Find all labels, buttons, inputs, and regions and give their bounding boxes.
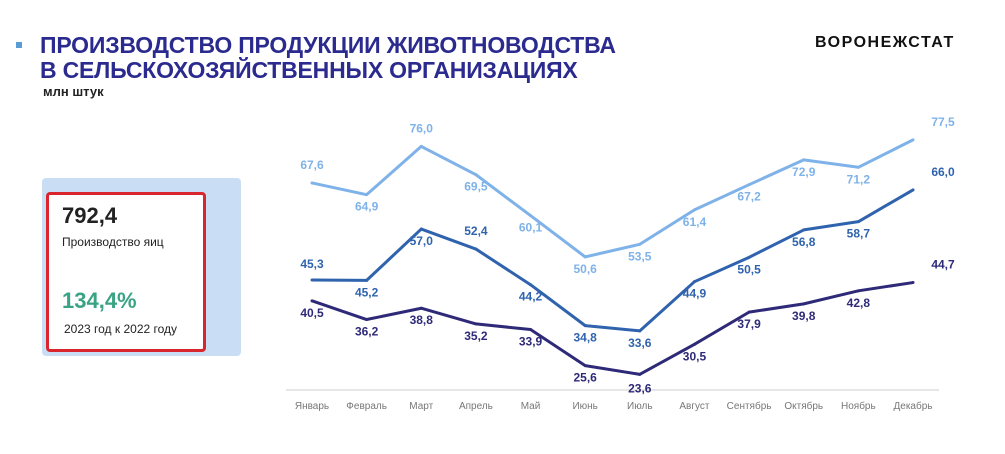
data-point	[638, 372, 642, 376]
data-point	[911, 188, 915, 192]
data-label: 69,5	[464, 180, 488, 194]
x-tick-label: Апрель	[459, 401, 493, 412]
data-label: 77,5	[931, 115, 955, 129]
data-label: 58,7	[847, 227, 871, 241]
data-label: 72,9	[792, 165, 816, 179]
data-label: 67,6	[300, 158, 324, 172]
data-label: 76,0	[410, 121, 434, 135]
data-point	[474, 322, 478, 326]
data-point	[856, 165, 860, 169]
title-bullet	[16, 42, 22, 48]
x-tick-label: Март	[409, 401, 433, 412]
data-point	[911, 138, 915, 142]
x-tick-label: Июль	[627, 401, 653, 412]
x-tick-label: Октябрь	[784, 400, 823, 412]
data-point	[747, 183, 751, 187]
series-line-1	[311, 138, 914, 259]
data-label: 56,8	[792, 235, 816, 249]
data-point	[583, 364, 587, 368]
data-point	[692, 280, 696, 284]
title-line-2: В СЕЛЬСКОХОЗЯЙСТВЕННЫХ ОРГАНИЗАЦИЯХ	[40, 57, 578, 83]
data-label: 44,7	[931, 258, 955, 272]
data-label: 67,2	[737, 190, 761, 204]
series-line-3	[311, 281, 914, 376]
data-label: 37,9	[737, 317, 761, 331]
data-label: 36,2	[355, 325, 379, 339]
data-label: 61,4	[683, 215, 707, 229]
data-point	[856, 220, 860, 224]
data-label: 53,5	[628, 249, 652, 263]
data-label: 44,9	[683, 287, 707, 301]
data-point	[365, 193, 369, 197]
data-label: 66,0	[931, 165, 955, 179]
data-point	[747, 310, 751, 314]
data-point	[310, 181, 314, 185]
data-label: 60,1	[519, 221, 543, 235]
data-label: 33,6	[628, 336, 652, 350]
percent-label: 2023 год к 2022 году	[64, 322, 178, 336]
unit-label: млн штук	[43, 84, 104, 99]
data-point	[692, 208, 696, 212]
data-label: 38,8	[410, 313, 434, 327]
data-point	[638, 242, 642, 246]
data-point	[911, 281, 915, 285]
data-label: 30,5	[683, 349, 707, 363]
data-point	[419, 144, 423, 148]
total-value: 792,4	[62, 203, 118, 228]
data-point	[856, 289, 860, 293]
data-point	[583, 255, 587, 259]
x-tick-label: Май	[521, 401, 541, 412]
data-label: 39,8	[792, 309, 816, 323]
data-label: 25,6	[574, 371, 598, 385]
data-point	[419, 227, 423, 231]
data-point	[747, 255, 751, 259]
x-tick-label: Декабрь	[894, 400, 933, 412]
data-point	[365, 318, 369, 322]
data-point	[310, 299, 314, 303]
data-label: 33,9	[519, 335, 543, 349]
data-point	[692, 342, 696, 346]
data-point	[638, 329, 642, 333]
data-label: 35,2	[464, 329, 488, 343]
x-tick-label: Сентябрь	[727, 400, 772, 412]
data-label: 42,8	[847, 296, 871, 310]
data-point	[802, 158, 806, 162]
data-point	[365, 278, 369, 282]
data-label: 64,9	[355, 200, 379, 214]
data-point	[583, 324, 587, 328]
data-point	[419, 306, 423, 310]
x-tick-label: Июнь	[572, 401, 597, 412]
total-label: Производство яиц	[62, 235, 164, 249]
data-label: 71,2	[847, 172, 871, 186]
title-line-1: ПРОИЗВОДСТВО ПРОДУКЦИИ ЖИВОТНОВОДСТВА	[40, 32, 616, 58]
series-line-2	[311, 188, 914, 333]
summary-highlight: 792,4 Производство яиц 134,4% 2023 год к…	[46, 192, 206, 352]
x-tick-label: Ноябрь	[841, 400, 876, 412]
data-point	[802, 302, 806, 306]
data-label: 50,6	[574, 262, 598, 276]
data-point	[310, 278, 314, 282]
data-label: 52,4	[464, 224, 488, 238]
data-label: 23,6	[628, 381, 652, 395]
logo: ВОРОНЕЖСТАТ	[815, 34, 955, 51]
x-tick-label: Февраль	[346, 401, 387, 412]
data-label: 44,2	[519, 290, 543, 304]
percent-value: 134,4%	[62, 288, 137, 313]
data-label: 57,0	[410, 234, 434, 248]
data-label: 45,2	[355, 285, 379, 299]
data-point	[529, 214, 533, 218]
data-point	[529, 283, 533, 287]
data-point	[474, 173, 478, 177]
x-tick-label: Август	[679, 401, 710, 412]
data-point	[529, 328, 533, 332]
data-label: 34,8	[574, 331, 598, 345]
data-label: 40,5	[300, 306, 324, 320]
data-point	[802, 228, 806, 232]
data-label: 45,3	[300, 257, 324, 271]
data-point	[474, 247, 478, 251]
data-label: 50,5	[737, 262, 761, 276]
page-title: ПРОИЗВОДСТВО ПРОДУКЦИИ ЖИВОТНОВОДСТВА В …	[40, 33, 616, 83]
x-tick-label: Январь	[295, 401, 329, 412]
